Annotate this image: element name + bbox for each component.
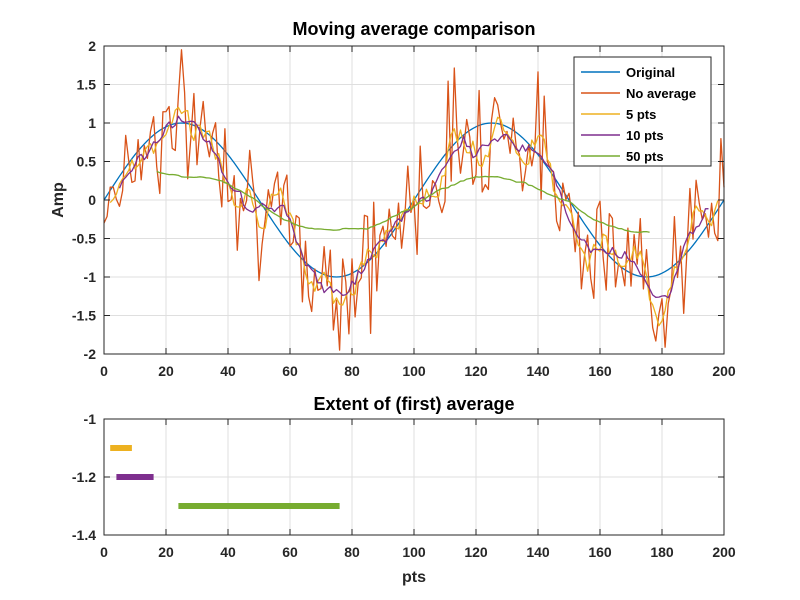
bottom-x-tick-label: 40	[220, 544, 236, 560]
top-ticks: 0 20 40 60 80 100 120 140 160 180 200-2-1.5-1-0.50…	[72, 38, 736, 379]
legend: Original No average 5 pts 10 pts 50 pts	[573, 56, 712, 167]
bottom-x-tick-label: 60	[282, 544, 298, 560]
bottom-x-tick-label: 20	[158, 544, 174, 560]
series-line-no-average	[103, 49, 725, 351]
top-x-tick-label: 60	[282, 363, 298, 379]
bottom-x-tick-label: 0	[100, 544, 108, 560]
top-y-tick-label: -2	[84, 346, 97, 362]
top-x-tick-label: 160	[588, 363, 612, 379]
top-plot: 0 20 40 60 80 100 120 140 160 180 200-2-1.5-1-0.50…	[50, 19, 736, 379]
top-y-axis-label: Amp	[50, 182, 67, 218]
top-y-tick-label: 0.5	[77, 154, 97, 170]
top-x-tick-label: 80	[344, 363, 360, 379]
top-y-tick-label: 2	[88, 38, 96, 54]
legend-entry-label: 50 pts	[626, 149, 664, 164]
top-x-tick-label: 100	[402, 363, 426, 379]
top-y-tick-label: 1.5	[77, 77, 97, 93]
legend-entry-label: 10 pts	[626, 128, 664, 143]
bottom-y-tick-label: -1	[84, 411, 97, 427]
top-x-tick-label: 0	[100, 363, 108, 379]
top-x-tick-label: 180	[650, 363, 674, 379]
bottom-x-tick-label: 140	[526, 544, 550, 560]
top-y-tick-label: 1	[88, 115, 96, 131]
top-x-tick-label: 140	[526, 363, 550, 379]
bottom-segments-group	[110, 445, 340, 509]
bottom-x-tick-label: 80	[344, 544, 360, 560]
top-y-tick-label: -0.5	[72, 231, 96, 247]
bottom-x-tick-label: 160	[588, 544, 612, 560]
bottom-x-axis-label: pts	[402, 569, 426, 586]
bottom-x-tick-label: 100	[402, 544, 426, 560]
bottom-x-tick-label: 120	[464, 544, 488, 560]
bottom-x-tick-label: 200	[712, 544, 736, 560]
bottom-y-tick-label: -1.4	[72, 527, 96, 543]
top-series-group	[103, 49, 725, 351]
top-y-tick-label: -1.5	[72, 308, 96, 324]
top-x-tick-label: 200	[712, 363, 736, 379]
legend-items: Original No average 5 pts 10 pts 50 pts	[581, 65, 696, 164]
top-x-tick-label: 40	[220, 363, 236, 379]
series-line-50-pts	[156, 170, 650, 233]
bottom-ticks: 0 20 40 60 80 100 120 140 160 180 200 -1.4 -1.2 -1	[72, 411, 736, 560]
top-x-tick-label: 20	[158, 363, 174, 379]
top-y-tick-label: -1	[84, 269, 97, 285]
legend-box	[573, 56, 712, 167]
bottom-plot: 0 20 40 60 80 100 120 140 160 180 200 -1.4 -1.2 -1 Ex…	[72, 394, 736, 586]
top-y-tick-label: 0	[88, 192, 96, 208]
top-chart-title: Moving average comparison	[292, 19, 535, 39]
top-x-tick-label: 120	[464, 363, 488, 379]
bottom-x-tick-label: 180	[650, 544, 674, 560]
legend-entry-label: Original	[626, 65, 675, 80]
bottom-chart-title: Extent of (first) average	[313, 394, 514, 414]
legend-entry-label: No average	[626, 86, 696, 101]
legend-entry-label: 5 pts	[626, 107, 656, 122]
bottom-y-tick-label: -1.2	[72, 469, 96, 485]
